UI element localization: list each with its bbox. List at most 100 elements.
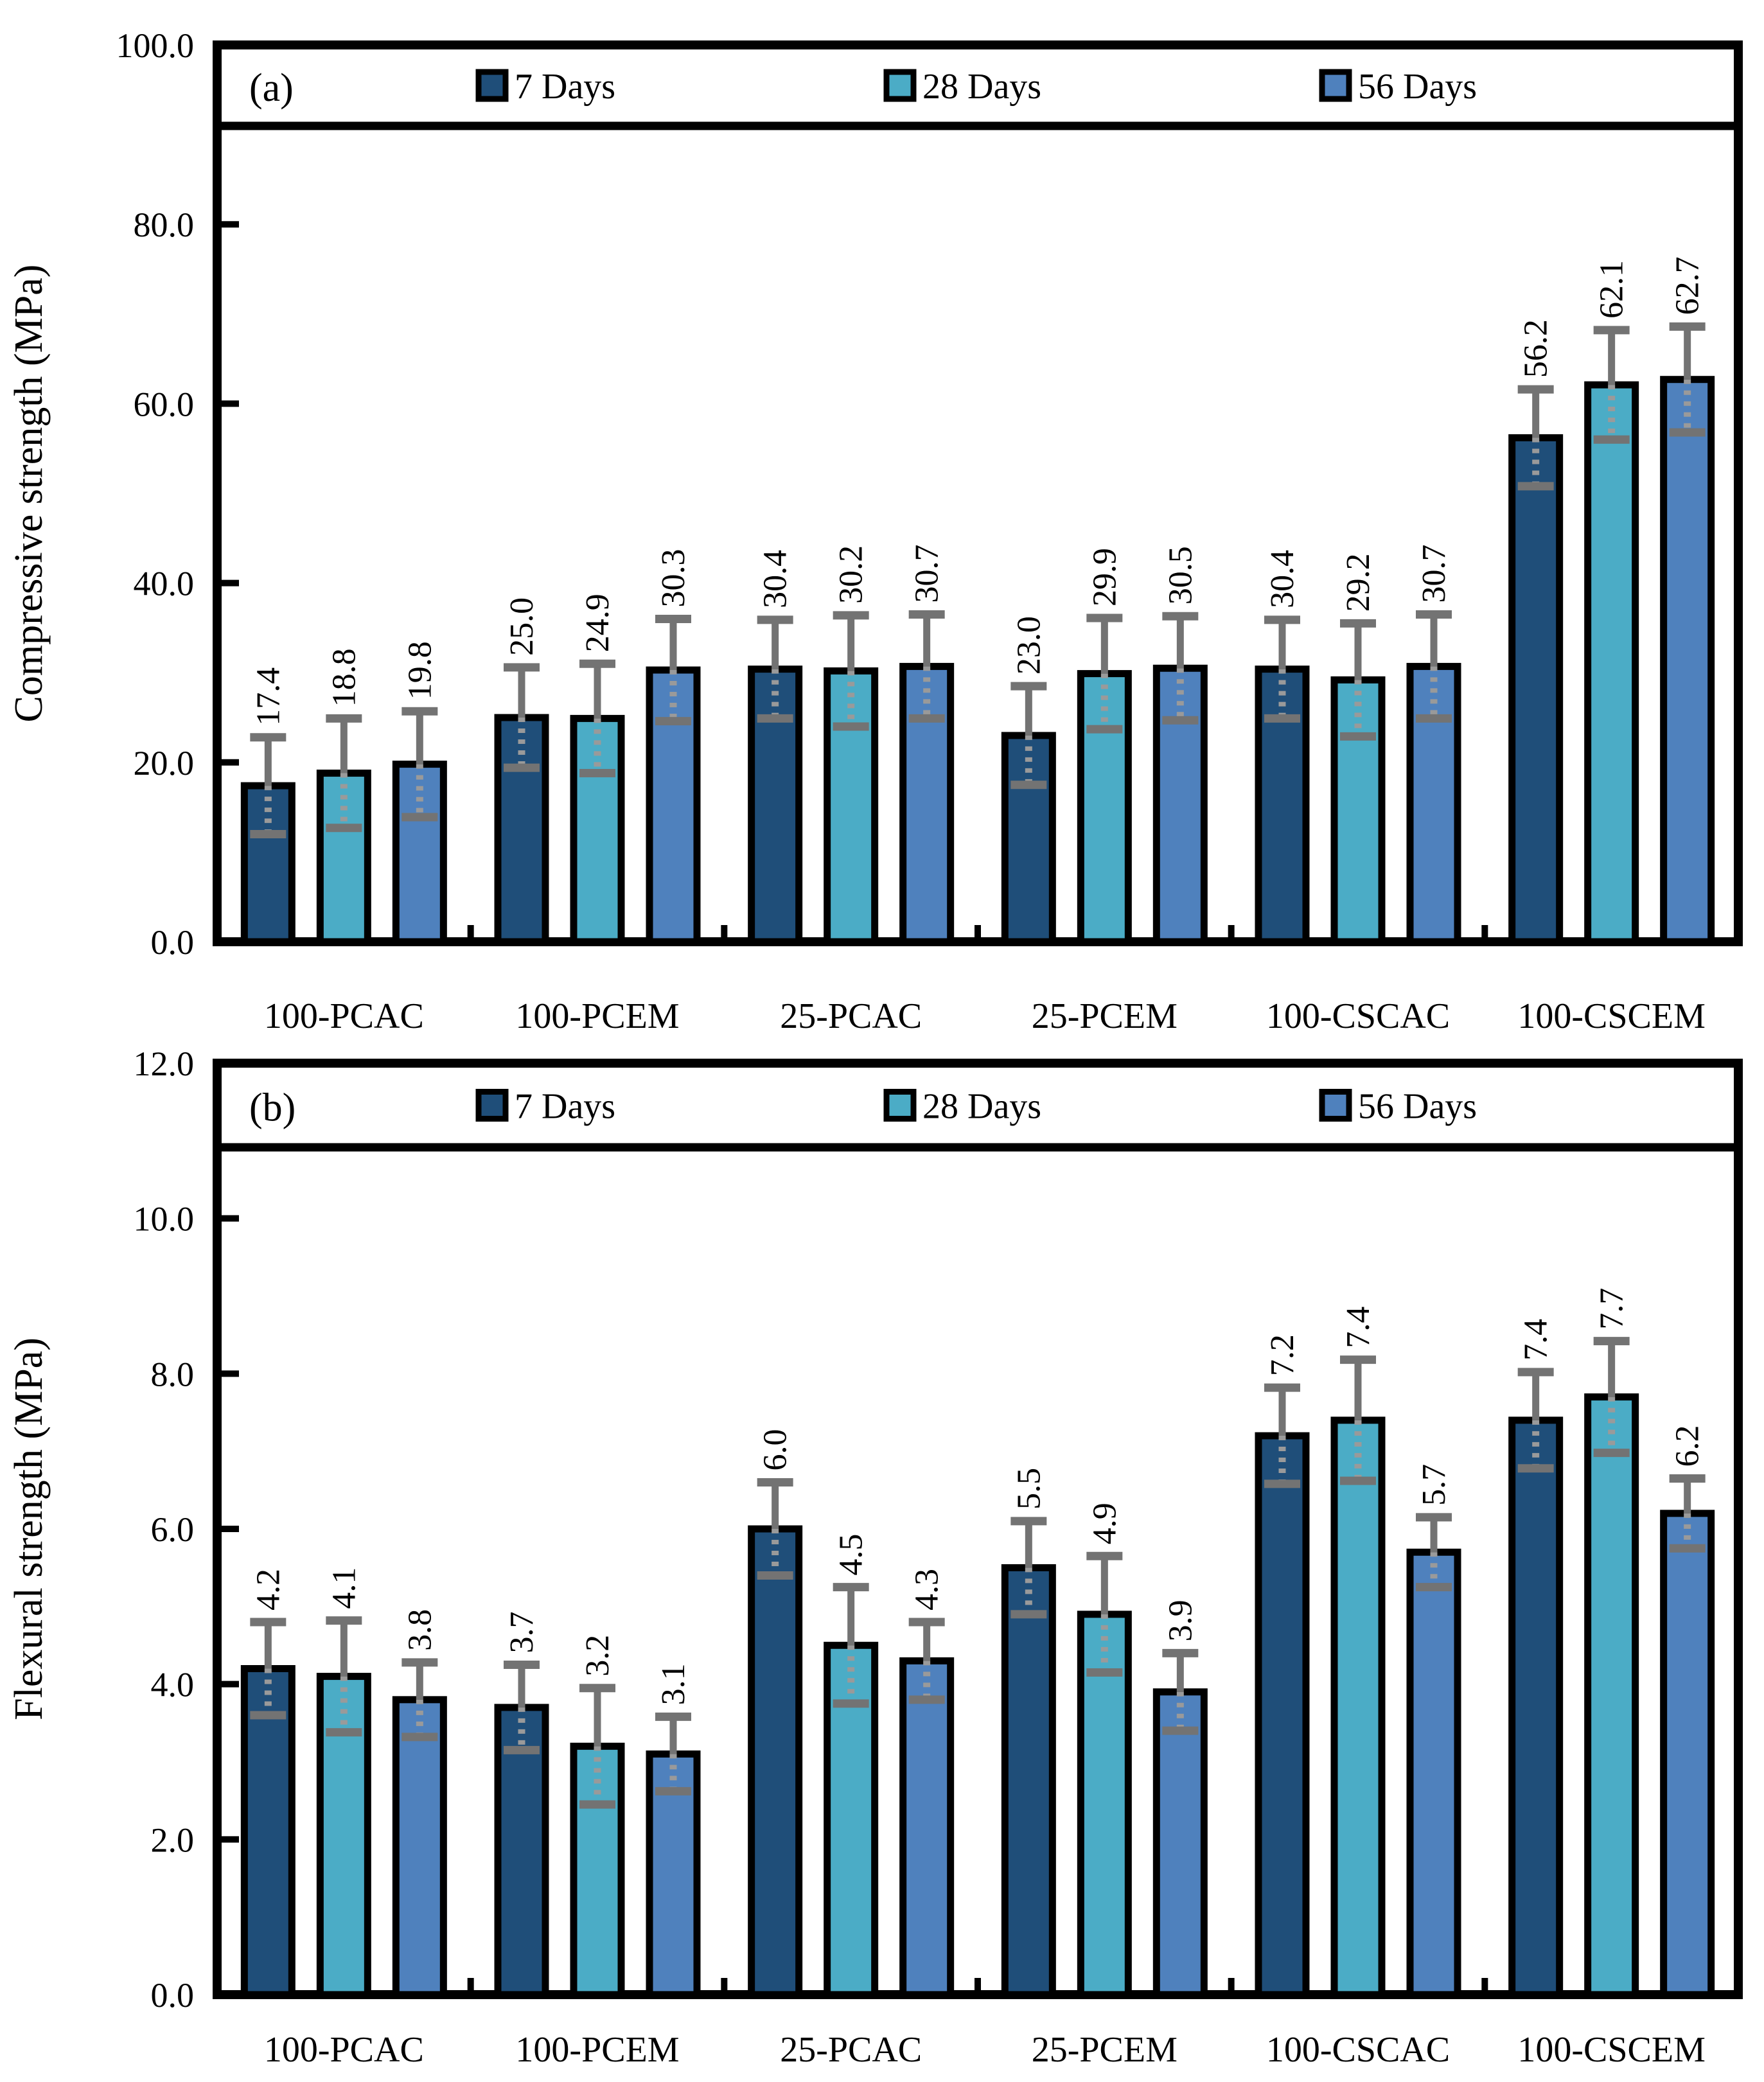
- y-axis-tick-label: 0.0: [151, 1976, 195, 2015]
- bar-100-PCAC-7-Days: [240, 1665, 295, 1998]
- y-axis-tick-label: 6.0: [151, 1510, 195, 1549]
- y-axis-tick-label: 8.0: [151, 1355, 195, 1393]
- legend-swatch: [883, 69, 917, 102]
- bar-25-PCAC-7-Days: [748, 1525, 803, 1998]
- legend-label: 28 Days: [922, 67, 1041, 107]
- y-axis-tick-label: 20.0: [134, 744, 195, 782]
- bar-25-PCEM-56-Days: [1152, 1688, 1208, 1998]
- bar-25-PCEM-7-Days: [1001, 1564, 1056, 1998]
- y-axis-tick-label: 60.0: [134, 385, 195, 423]
- bar-value-label: 3.2: [579, 1635, 616, 1677]
- bar-value-label: 3.1: [655, 1663, 692, 1705]
- x-axis-tick-label: 25-PCAC: [780, 996, 922, 1036]
- bar-25-PCEM-7-Days: [1001, 732, 1056, 946]
- bar-value-label: 29.2: [1340, 553, 1377, 612]
- y-axis-tick-label: 100.0: [116, 26, 195, 65]
- panel-a: Compressive strength (MPa) (a) 7 Days 28 Da…: [7, 26, 1743, 1036]
- legend-label: 7 Days: [515, 67, 615, 107]
- legend-swatch: [883, 1089, 917, 1122]
- bar-25-PCAC-28-Days: [824, 667, 879, 946]
- bar-100-CSCEM-7-Days: [1508, 1416, 1564, 1998]
- bar-value-label: 62.1: [1594, 260, 1630, 319]
- bar-100-CSCAC-56-Days: [1406, 1548, 1461, 1998]
- bar-100-CSCEM-7-Days: [1508, 434, 1564, 946]
- bar-value-label: 25.0: [504, 597, 540, 656]
- bar-value-label: 30.7: [909, 544, 946, 603]
- bar-value-label: 30.5: [1162, 546, 1199, 604]
- bar-25-PCAC-56-Days: [899, 662, 955, 946]
- bar-value-label: 5.7: [1416, 1464, 1452, 1506]
- bar-100-CSCEM-56-Days: [1660, 1510, 1715, 1998]
- bar-value-label: 23.0: [1010, 616, 1047, 675]
- panel-label: (a): [249, 66, 294, 110]
- bar-value-label: 4.5: [833, 1534, 870, 1576]
- y-axis-tick-label: 0.0: [151, 923, 195, 962]
- bar-100-PCEM-7-Days: [494, 714, 549, 946]
- panel-b: Flexural strength (MPa) (b) 7 Days 28 Days 5…: [7, 1045, 1743, 2070]
- bar-value-label: 4.1: [326, 1567, 362, 1609]
- legend-swatch: [1319, 69, 1352, 102]
- bar-value-label: 4.9: [1086, 1503, 1123, 1544]
- bar-value-label: 5.5: [1010, 1468, 1047, 1510]
- x-axis-tick-label: 100-PCAC: [264, 996, 424, 1036]
- bar-25-PCEM-56-Days: [1152, 664, 1208, 946]
- bar-100-CSCAC-7-Days: [1255, 1432, 1310, 1998]
- bar-value-label: 19.8: [401, 641, 438, 700]
- x-axis-tick-label: 100-PCEM: [515, 996, 679, 1036]
- plot-frame: [213, 1059, 1743, 1999]
- x-axis-tick-label: 100-CSCAC: [1266, 2030, 1450, 2070]
- legend-swatch: [475, 69, 509, 102]
- y-axis-tick-label: 80.0: [134, 206, 195, 244]
- bar-value-label: 6.2: [1670, 1425, 1706, 1467]
- bar-value-label: 30.4: [1264, 550, 1301, 608]
- y-axis-tick-label: 10.0: [134, 1200, 195, 1239]
- bar-value-label: 18.8: [326, 648, 362, 707]
- bar-value-label: 3.7: [504, 1611, 540, 1653]
- y-axis-title: Compressive strength (MPa): [7, 265, 51, 723]
- bar-25-PCAC-28-Days: [824, 1641, 879, 1998]
- x-axis-tick-label: 25-PCEM: [1032, 2030, 1177, 2070]
- y-axis-tick-label: 4.0: [151, 1666, 195, 1704]
- bar-100-CSCAC-28-Days: [1330, 676, 1386, 946]
- x-axis-tick-label: 100-PCAC: [264, 2030, 424, 2070]
- bar-value-label: 7.4: [1518, 1319, 1555, 1361]
- bar-value-label: 30.4: [757, 550, 794, 608]
- x-axis-tick-label: 100-CSCEM: [1517, 996, 1706, 1036]
- y-axis-title: Flexural strength (MPa): [7, 1337, 51, 1720]
- y-axis-tick-label: 2.0: [151, 1821, 195, 1859]
- legend-label: 28 Days: [922, 1087, 1041, 1127]
- bar-value-label: 29.9: [1086, 548, 1123, 606]
- legend-label: 7 Days: [515, 1087, 615, 1127]
- x-axis-tick-label: 100-CSCAC: [1266, 996, 1450, 1036]
- bar-100-PCAC-28-Days: [316, 770, 371, 946]
- bar-value-label: 17.4: [250, 667, 287, 726]
- bar-100-CSCAC-28-Days: [1330, 1416, 1386, 1998]
- y-axis-tick-label: 40.0: [134, 565, 195, 603]
- bar-100-CSCAC-7-Days: [1255, 666, 1310, 946]
- bar-value-label: 56.2: [1518, 319, 1555, 378]
- legend-swatch: [1319, 1089, 1352, 1122]
- bar-value-label: 7.4: [1340, 1307, 1377, 1348]
- bar-25-PCAC-7-Days: [748, 666, 803, 946]
- bar-100-CSCAC-56-Days: [1406, 662, 1461, 946]
- bar-value-label: 30.7: [1416, 544, 1452, 603]
- x-axis-tick-label: 100-PCEM: [515, 2030, 679, 2070]
- bar-25-PCEM-28-Days: [1077, 670, 1132, 946]
- bar-100-PCEM-56-Days: [646, 666, 701, 946]
- bar-value-label: 6.0: [757, 1429, 794, 1471]
- legend-label: 56 Days: [1358, 1087, 1477, 1127]
- x-axis-tick-label: 25-PCAC: [780, 2030, 922, 2070]
- bar-100-PCAC-56-Days: [392, 761, 447, 946]
- bar-value-label: 24.9: [579, 594, 616, 652]
- bar-value-label: 30.2: [833, 545, 870, 604]
- bar-100-CSCEM-56-Days: [1660, 376, 1715, 946]
- legend-label: 56 Days: [1358, 67, 1477, 107]
- bar-value-label: 7.2: [1264, 1334, 1301, 1376]
- bar-value-label: 4.2: [250, 1569, 287, 1610]
- bar-25-PCEM-28-Days: [1077, 1610, 1132, 1998]
- y-axis-tick-label: 12.0: [134, 1045, 195, 1083]
- x-axis-tick-label: 25-PCEM: [1032, 996, 1177, 1036]
